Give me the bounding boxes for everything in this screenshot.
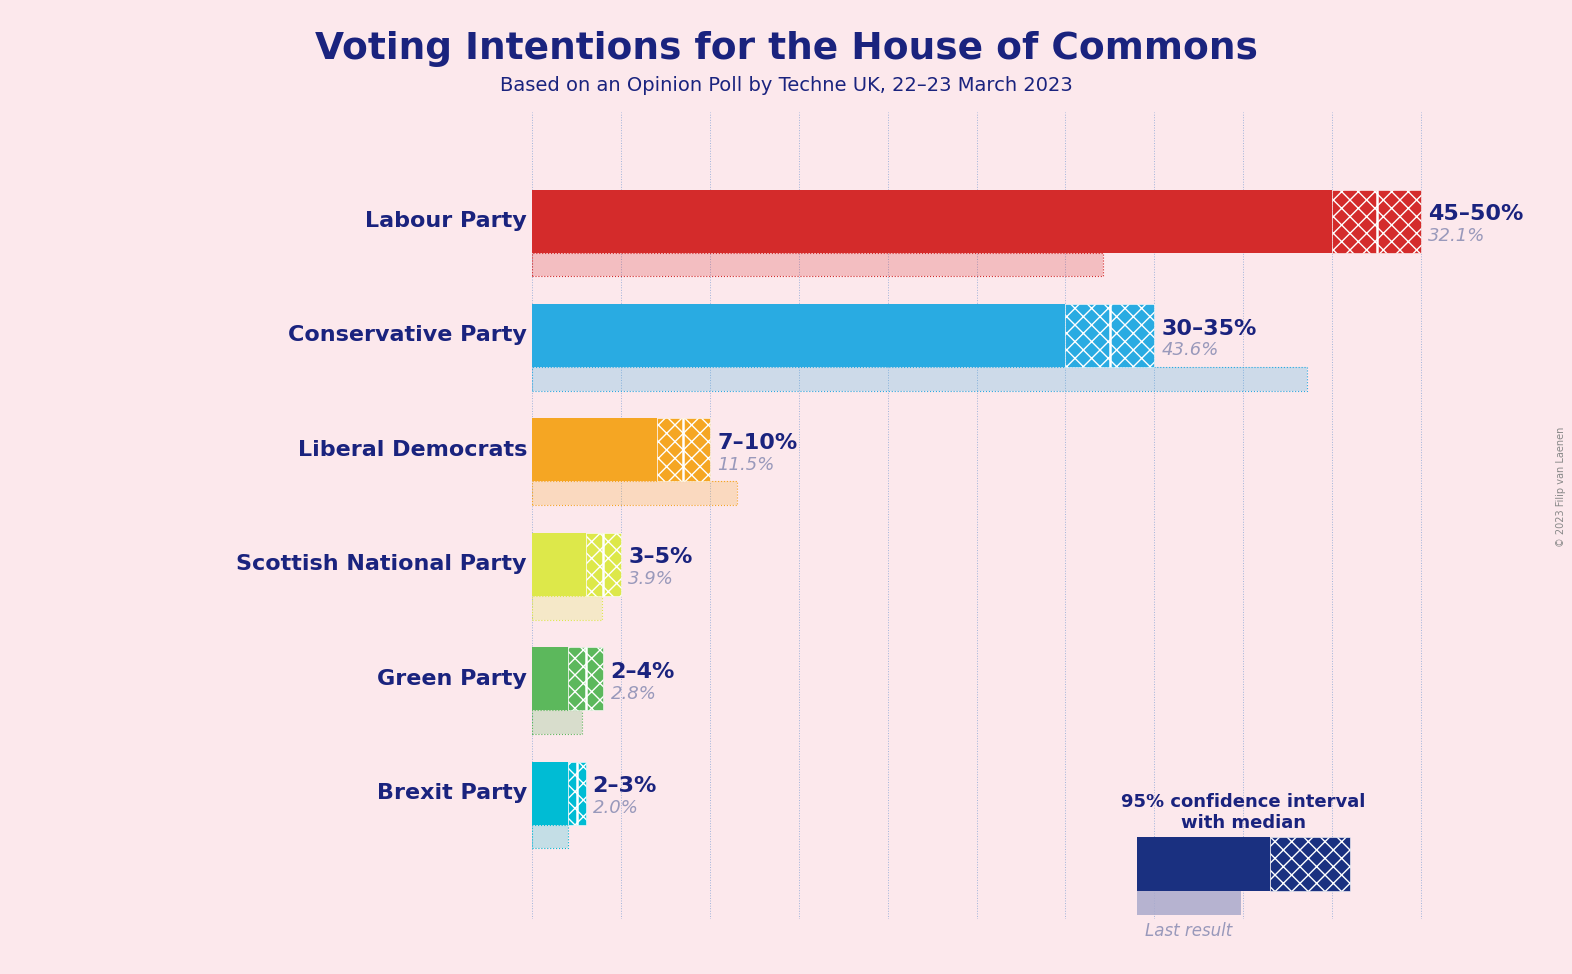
Bar: [533, 533, 585, 596]
Bar: [533, 367, 1308, 391]
Text: Conservative Party: Conservative Party: [288, 325, 527, 346]
Bar: [533, 419, 657, 481]
Bar: [533, 367, 1308, 391]
Bar: [567, 648, 604, 710]
Bar: [533, 252, 1104, 277]
Bar: [1137, 838, 1270, 891]
Bar: [533, 596, 602, 619]
Text: 95% confidence interval
with median: 95% confidence interval with median: [1121, 793, 1366, 832]
Bar: [533, 825, 567, 848]
Text: 3–5%: 3–5%: [629, 547, 693, 568]
Bar: [533, 762, 567, 825]
Text: Labour Party: Labour Party: [365, 211, 527, 231]
Bar: [533, 304, 1066, 367]
Text: Liberal Democrats: Liberal Democrats: [297, 440, 527, 460]
Bar: [533, 710, 582, 734]
Bar: [585, 533, 621, 596]
Text: Green Party: Green Party: [377, 669, 527, 689]
Bar: [1137, 891, 1240, 915]
Bar: [533, 825, 567, 848]
Text: Scottish National Party: Scottish National Party: [236, 554, 527, 575]
Text: 3.9%: 3.9%: [629, 570, 674, 588]
Text: Voting Intentions for the House of Commons: Voting Intentions for the House of Commo…: [314, 31, 1258, 67]
Bar: [657, 419, 711, 481]
Text: 2–3%: 2–3%: [593, 776, 657, 796]
Bar: [533, 710, 582, 734]
Text: Last result: Last result: [1144, 921, 1232, 940]
Text: 32.1%: 32.1%: [1427, 227, 1486, 244]
Text: © 2023 Filip van Laenen: © 2023 Filip van Laenen: [1556, 427, 1566, 547]
Text: 11.5%: 11.5%: [717, 456, 775, 473]
Text: 7–10%: 7–10%: [717, 433, 797, 453]
Text: 30–35%: 30–35%: [1162, 318, 1258, 339]
Text: 43.6%: 43.6%: [1162, 341, 1218, 359]
Text: 2.0%: 2.0%: [593, 799, 638, 817]
Bar: [1331, 190, 1421, 252]
Bar: [1270, 838, 1350, 891]
Bar: [533, 648, 567, 710]
Text: 45–50%: 45–50%: [1427, 205, 1523, 224]
Bar: [567, 762, 585, 825]
Bar: [533, 252, 1104, 277]
Text: 2.8%: 2.8%: [610, 685, 656, 702]
Text: 2–4%: 2–4%: [610, 662, 674, 682]
Bar: [533, 481, 737, 506]
Bar: [533, 190, 1331, 252]
Text: Brexit Party: Brexit Party: [377, 783, 527, 804]
Bar: [533, 481, 737, 506]
Bar: [533, 596, 602, 619]
Bar: [1066, 304, 1154, 367]
Text: Based on an Opinion Poll by Techne UK, 22–23 March 2023: Based on an Opinion Poll by Techne UK, 2…: [500, 76, 1072, 95]
